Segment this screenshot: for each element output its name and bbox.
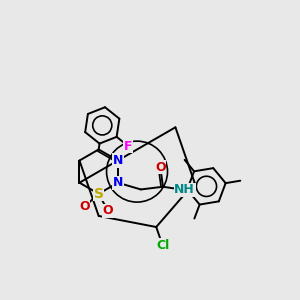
Text: S: S xyxy=(94,187,104,201)
Text: N: N xyxy=(113,154,123,167)
Text: O: O xyxy=(155,161,166,174)
Text: O: O xyxy=(103,204,113,218)
Text: O: O xyxy=(79,200,90,213)
Text: N: N xyxy=(113,176,123,189)
Text: Cl: Cl xyxy=(156,239,169,252)
Text: F: F xyxy=(124,140,133,153)
Text: NH: NH xyxy=(174,184,195,196)
